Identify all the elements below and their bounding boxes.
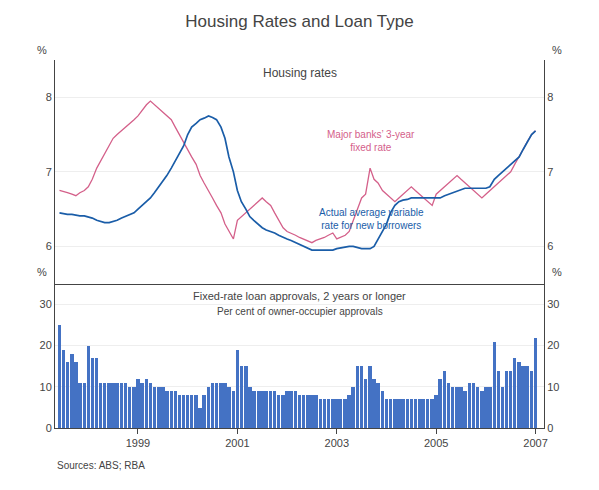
svg-text:%: %: [37, 44, 47, 56]
svg-text:7: 7: [46, 166, 52, 178]
svg-text:2003: 2003: [325, 437, 349, 449]
svg-text:Housing rates: Housing rates: [263, 66, 337, 80]
svg-text:30: 30: [547, 298, 559, 310]
svg-text:%: %: [552, 44, 562, 56]
svg-text:%: %: [37, 266, 47, 278]
svg-text:8: 8: [46, 91, 52, 103]
svg-text:2007: 2007: [523, 437, 547, 449]
svg-text:20: 20: [40, 339, 52, 351]
svg-text:Major banks’ 3-yearfixed rate: Major banks’ 3-yearfixed rate: [327, 129, 415, 153]
svg-text:0: 0: [547, 422, 553, 434]
svg-text:20: 20: [547, 339, 559, 351]
svg-text:%: %: [552, 266, 562, 278]
svg-text:Sources: ABS; RBA: Sources: ABS; RBA: [57, 460, 145, 471]
svg-text:2001: 2001: [225, 437, 249, 449]
svg-text:7: 7: [547, 166, 553, 178]
svg-text:10: 10: [547, 381, 559, 393]
svg-text:Per cent of owner-occupier app: Per cent of owner-occupier approvals: [217, 306, 383, 317]
svg-text:0: 0: [46, 422, 52, 434]
svg-text:6: 6: [547, 240, 553, 252]
svg-text:10: 10: [40, 381, 52, 393]
svg-text:2005: 2005: [424, 437, 448, 449]
svg-text:8: 8: [547, 91, 553, 103]
svg-text:6: 6: [46, 240, 52, 252]
svg-text:Housing Rates and Loan Type: Housing Rates and Loan Type: [185, 12, 413, 31]
svg-text:1999: 1999: [126, 437, 150, 449]
svg-text:Actual average variablerate fo: Actual average variablerate for new borr…: [319, 207, 424, 231]
svg-text:30: 30: [40, 298, 52, 310]
svg-text:Fixed-rate loan approvals, 2 y: Fixed-rate loan approvals, 2 years or lo…: [193, 290, 406, 302]
